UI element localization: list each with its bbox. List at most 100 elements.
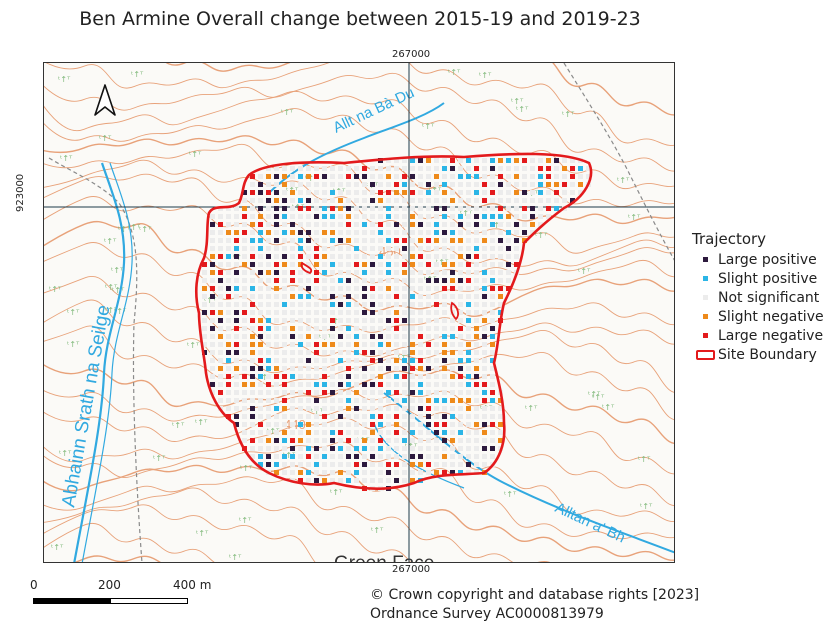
square-large-negative [370,286,375,291]
square-not-significant [290,342,295,347]
square-large-negative [418,334,423,339]
square-not-significant [522,182,527,187]
square-not-significant [434,294,439,299]
square-large-positive [514,238,519,243]
square-not-significant [330,286,335,291]
square-not-significant [282,350,287,355]
square-not-significant [506,278,511,283]
square-large-positive [362,310,367,315]
square-slight-positive [450,414,455,419]
track-northeast [563,63,674,261]
square-not-significant [394,438,399,443]
square-slight-positive [386,238,391,243]
square-not-significant [330,182,335,187]
square-not-significant [362,398,367,403]
square-not-significant [298,358,303,363]
square-slight-negative [282,174,287,179]
square-slight-negative [522,238,527,243]
square-not-significant [362,334,367,339]
square-not-significant [298,326,303,331]
square-not-significant [426,454,431,459]
square-large-positive [402,318,407,323]
square-slight-negative [410,342,415,347]
map-frame[interactable]: ᵗ↑ᵀ ᵗ↑ᵀ ᵗ↑ᵀ ᵗ↑ᵀ ᵗ↑ᵀ ᵗ↑ᵀ ᵗ↑ᵀ ᵗ↑ᵀ ᵗ↑ᵀ ᵗ↑ᵀ ᵗ↑ᵀ ᵗ↑ᵀ ᵗ↑ᵀ ᵗ… [43,62,675,563]
square-slight-positive [330,238,335,243]
square-not-significant [250,326,255,331]
square-not-significant [226,326,231,331]
square-not-significant [426,286,431,291]
square-slight-negative [210,270,215,275]
square-not-significant [450,214,455,219]
square-large-negative [394,390,399,395]
square-not-significant [258,406,263,411]
square-large-positive [418,158,423,163]
square-not-significant [354,318,359,323]
square-not-significant [514,246,519,251]
square-not-significant [242,422,247,427]
square-not-significant [322,358,327,363]
square-not-significant [226,310,231,315]
square-not-significant [402,302,407,307]
square-not-significant [258,286,263,291]
square-not-significant [386,198,391,203]
vegetation-symbol: ᵗ↑ᵀ [311,407,324,416]
square-not-significant [394,254,399,259]
square-not-significant [306,182,311,187]
square-not-significant [210,318,215,323]
square-not-significant [418,318,423,323]
vegetation-symbol: ᵗ↑ᵀ [239,516,252,525]
square-not-significant [442,222,447,227]
square-not-significant [314,222,319,227]
square-not-significant [378,270,383,275]
square-large-positive [442,414,447,419]
square-not-significant [258,414,263,419]
square-large-positive [426,278,431,283]
square-not-significant [346,190,351,195]
square-not-significant [394,446,399,451]
square-large-negative [258,222,263,227]
square-large-positive [362,286,367,291]
square-slight-positive [338,358,343,363]
stream-label-southeast: Alltan a' Bh [552,499,628,546]
square-not-significant [418,166,423,171]
square-slight-positive [258,246,263,251]
square-slight-negative [410,214,415,219]
square-not-significant [322,286,327,291]
square-not-significant [378,262,383,267]
square-large-positive [378,358,383,363]
square-large-positive [210,382,215,387]
vegetation-symbol: ᵗ↑ᵀ [104,237,117,246]
square-slight-negative [450,198,455,203]
square-not-significant [338,222,343,227]
square-not-significant [290,198,295,203]
square-slight-negative [530,222,535,227]
square-large-negative [546,206,551,211]
square-not-significant [474,414,479,419]
site-boundary-hole [300,261,313,275]
square-not-significant [338,310,343,315]
square-not-significant [322,350,327,355]
square-not-significant [202,294,207,299]
legend-label: Site Boundary [718,346,817,363]
square-large-negative [490,286,495,291]
square-not-significant [498,246,503,251]
square-not-significant [522,166,527,171]
square-not-significant [234,358,239,363]
square-slight-negative [498,398,503,403]
square-slight-positive [322,382,327,387]
square-large-positive [242,190,247,195]
square-large-positive [370,198,375,203]
square-not-significant [258,278,263,283]
square-not-significant [362,246,367,251]
square-not-significant [274,382,279,387]
stream-west-2 [81,162,133,562]
map-canvas[interactable]: ᵗ↑ᵀᵗ↑ᵀᵗ↑ᵀᵗ↑ᵀᵗ↑ᵀᵗ↑ᵀᵗ↑ᵀᵗ↑ᵀᵗ↑ᵀᵗ↑ᵀᵗ↑ᵀᵗ↑ᵀᵗ↑ᵀᵗ… [44,63,675,563]
square-large-positive [450,270,455,275]
square-slight-positive [466,158,471,163]
square-large-positive [466,462,471,467]
square-not-significant [258,294,263,299]
square-not-significant [394,342,399,347]
square-not-significant [458,422,463,427]
square-not-significant [410,398,415,403]
square-not-significant [338,230,343,235]
